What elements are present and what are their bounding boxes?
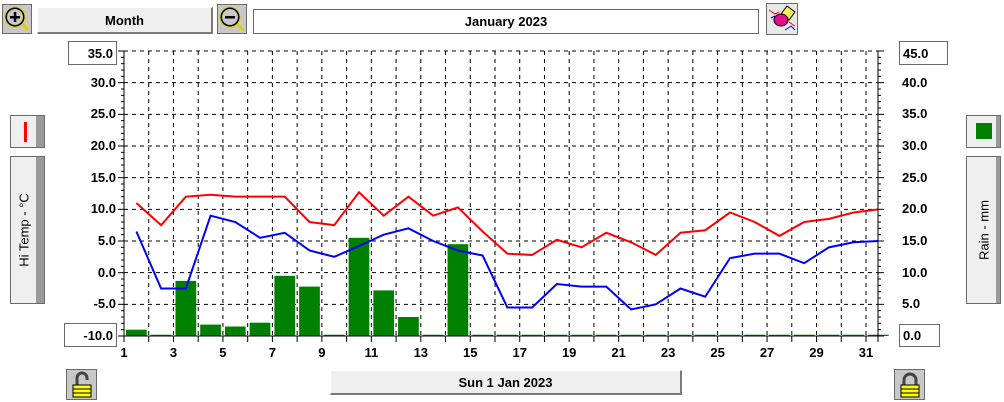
left-tick-label: 10.0 [90, 201, 116, 217]
date-navigation-button[interactable]: Sun 1 Jan 2023 [330, 370, 682, 395]
rain-swatch-icon [976, 123, 992, 139]
eraser-icon [768, 5, 796, 31]
button-shade [996, 116, 1000, 147]
hi-temp-series-button[interactable] [10, 115, 45, 148]
chart-title-text: January 2023 [464, 14, 548, 29]
right-tick-label: 5.0 [902, 296, 921, 312]
right-tick-label: 30.0 [902, 138, 928, 153]
left-axis-max-value: 35.0 [87, 45, 113, 61]
chart-title: January 2023 [253, 9, 759, 34]
right-axis-min-value: 0.0 [903, 328, 922, 343]
period-button[interactable]: Month [37, 7, 213, 34]
x-tick-label: 29 [809, 345, 824, 360]
left-axis-min-input[interactable]: -10.0 [64, 323, 117, 347]
left-tick-label: 0.0 [97, 264, 116, 280]
x-tick-label: 5 [219, 345, 227, 360]
right-axis-min-input[interactable]: 0.0 [899, 324, 940, 347]
left-axis-max-input[interactable]: 35.0 [68, 41, 117, 65]
right-tick-label: 15.0 [902, 233, 928, 248]
left-tick-label: 5.0 [97, 233, 116, 248]
x-tick-label: 15 [463, 345, 478, 360]
x-tick-label: 7 [268, 345, 276, 360]
left-tick-label: 25.0 [90, 106, 116, 122]
x-tick-label: 17 [512, 345, 527, 360]
x-tick-label: 3 [169, 345, 178, 360]
left-tick-label: -5.0 [93, 296, 116, 312]
x-tick-label: 25 [710, 345, 725, 360]
x-tick-label: 23 [660, 345, 676, 360]
left-tick-label: 20.0 [90, 138, 116, 153]
left-axis-label-button[interactable]: Hi Temp - °C [10, 156, 45, 304]
right-tick-label: 25.0 [902, 169, 928, 185]
locked-padlock-icon [900, 372, 919, 397]
date-label: Sun 1 Jan 2023 [458, 374, 553, 390]
zoom-out-icon [219, 6, 245, 32]
button-shade [996, 157, 1000, 303]
right-axis-max-input[interactable]: 45.0 [899, 41, 948, 65]
rain-series-button[interactable] [966, 115, 1001, 148]
x-tick-label: 21 [611, 345, 626, 360]
left-lock-button[interactable] [66, 369, 97, 400]
button-shade [36, 116, 44, 147]
period-button-label: Month [105, 12, 144, 28]
left-tick-label: 15.0 [90, 169, 116, 185]
left-tick-label: 30.0 [90, 74, 116, 90]
right-axis-label: Rain - mm [976, 200, 991, 260]
x-tick-label: 11 [364, 345, 379, 360]
x-tick-label: 13 [413, 345, 429, 360]
left-axis-min-value: -10.0 [83, 327, 113, 343]
zoom-out-button[interactable] [217, 4, 247, 34]
right-tick-label: 10.0 [902, 264, 928, 280]
hi-temp-swatch-icon [24, 122, 27, 142]
clear-button[interactable] [766, 3, 798, 35]
right-axis-label-button[interactable]: Rain - mm [966, 156, 1001, 304]
x-tick-label: 1 [120, 345, 128, 360]
x-tick-label: 31 [858, 345, 874, 360]
right-tick-label: 40.0 [902, 74, 928, 90]
zoom-in-icon [4, 6, 30, 32]
x-tick-label: 27 [759, 345, 775, 360]
right-tick-label: 35.0 [902, 106, 928, 122]
right-axis-max-value: 45.0 [903, 45, 929, 61]
unlocked-padlock-icon [72, 371, 91, 397]
zoom-in-button[interactable] [2, 4, 32, 34]
right-lock-button[interactable] [894, 369, 925, 400]
right-tick-label: 20.0 [902, 201, 928, 217]
left-axis-label: Hi Temp - °C [16, 193, 31, 267]
button-shade [36, 157, 44, 303]
x-tick-label: 19 [561, 345, 577, 360]
x-tick-label: 9 [318, 345, 326, 360]
